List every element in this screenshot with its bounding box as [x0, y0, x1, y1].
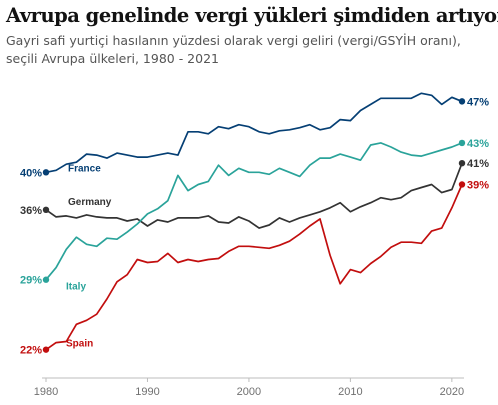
france-line	[45, 92, 463, 174]
france-end-point	[458, 98, 466, 105]
germany-series: 36% 41% Germany	[20, 158, 489, 229]
france-series-label: France	[68, 163, 101, 174]
italy-series: 29% 43% Italy	[20, 138, 489, 293]
germany-end-label: 41%	[467, 158, 489, 170]
italy-end-point	[458, 139, 466, 147]
germany-line	[45, 162, 463, 229]
x-tick-label-2000: 2000	[237, 386, 261, 398]
france-start-point	[42, 169, 50, 176]
france-end-label: 47%	[467, 96, 489, 108]
germany-series-label: Germany	[68, 197, 112, 208]
spain-series: 22% 39% Spain	[20, 179, 489, 356]
spain-series-label: Spain	[66, 339, 93, 350]
x-tick-label-1990: 1990	[135, 386, 159, 398]
italy-series-label: Italy	[66, 282, 86, 293]
italy-line	[45, 142, 463, 281]
chart-subtitle: Gayri safi yurtiçi hasılanın yüzdesi ola…	[6, 33, 461, 66]
spain-start-point	[42, 346, 50, 353]
italy-start-label: 29%	[20, 275, 42, 287]
x-tick-label-1980: 1980	[34, 386, 58, 398]
germany-start-point	[42, 206, 50, 214]
x-axis: 1980 1990 2000 2010 2020	[34, 377, 464, 398]
spain-end-point	[458, 181, 466, 188]
germany-end-point	[458, 160, 466, 167]
italy-start-point	[42, 276, 50, 283]
x-tick-label-2010: 2010	[338, 386, 362, 398]
france-start-label: 40%	[20, 167, 42, 179]
series-layer: 40% 47% France 36% 41% Germany 29% 43% Italy 22% 3…	[20, 92, 489, 357]
france-series: 40% 47% France	[20, 92, 489, 179]
spain-start-label: 22%	[20, 345, 42, 357]
spain-line	[45, 183, 463, 351]
germany-start-label: 36%	[20, 205, 42, 217]
italy-end-label: 43%	[467, 138, 489, 150]
spain-end-label: 39%	[467, 179, 489, 191]
x-tick-label-2020: 2020	[440, 386, 464, 398]
chart-title: Avrupa genelinde vergi yükleri şimdiden …	[6, 4, 498, 27]
